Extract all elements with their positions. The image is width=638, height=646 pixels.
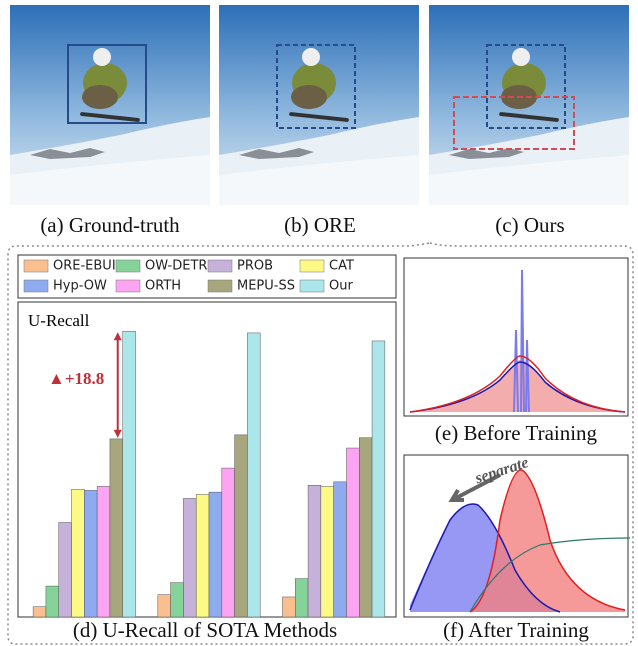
bar xyxy=(123,331,136,617)
bar xyxy=(158,595,171,617)
bar xyxy=(46,586,59,617)
photo-c xyxy=(429,5,629,205)
legend-label: PROB xyxy=(237,259,273,274)
figure: (a) Ground-truth (b) ORE (c) Ours U-Reca… xyxy=(0,0,638,646)
legend-label: ORTH xyxy=(145,279,181,294)
caption-e: (e) Before Training xyxy=(435,421,598,445)
legend-swatch xyxy=(116,280,140,292)
legend-swatch xyxy=(300,280,324,292)
bar xyxy=(183,498,196,617)
legend-swatch xyxy=(208,280,232,292)
caption-d: (d) U-Recall of SOTA Methods xyxy=(73,618,337,642)
legend-label: Our xyxy=(329,279,353,294)
bar xyxy=(295,579,308,617)
bar xyxy=(72,489,85,617)
bar xyxy=(282,597,295,617)
page: {"panels": {"a": "(a) Ground-truth", "b"… xyxy=(0,0,638,646)
caption-f: (f) After Training xyxy=(443,618,589,642)
legend-label: ORE-EBUI xyxy=(53,259,116,274)
bar xyxy=(33,607,46,617)
bar xyxy=(59,523,72,618)
bar xyxy=(247,333,260,617)
photo-a xyxy=(10,5,210,205)
legend-swatch xyxy=(24,260,48,272)
legend-label: CAT xyxy=(329,259,354,274)
bar xyxy=(196,494,209,617)
bar xyxy=(97,486,110,617)
hist-before xyxy=(404,258,628,416)
bar xyxy=(84,490,97,617)
caption-c: (c) Ours xyxy=(495,213,564,237)
legend-swatch xyxy=(300,260,324,272)
legend-label: Hyp-OW xyxy=(53,279,107,294)
caption-a: (a) Ground-truth xyxy=(40,213,180,237)
bar xyxy=(222,468,235,617)
bar xyxy=(110,439,123,617)
bar xyxy=(359,438,372,617)
legend-swatch xyxy=(116,260,140,272)
caption-b: (b) ORE xyxy=(284,213,356,237)
bar xyxy=(209,492,222,617)
bar xyxy=(308,485,321,617)
hist-after xyxy=(404,455,630,617)
legend-swatch xyxy=(208,260,232,272)
photo-b xyxy=(219,5,419,205)
annotation: ▲+18.8 xyxy=(48,369,104,388)
legend-label: MEPU-SS xyxy=(237,279,295,294)
y-label: U-Recall xyxy=(28,311,90,330)
bar xyxy=(321,486,334,617)
bar xyxy=(235,435,248,617)
legend-label: OW-DETR xyxy=(145,259,207,274)
bar xyxy=(334,482,347,617)
legend-swatch xyxy=(24,280,48,292)
bar xyxy=(171,583,184,617)
bar xyxy=(346,448,359,617)
bar xyxy=(372,341,385,617)
